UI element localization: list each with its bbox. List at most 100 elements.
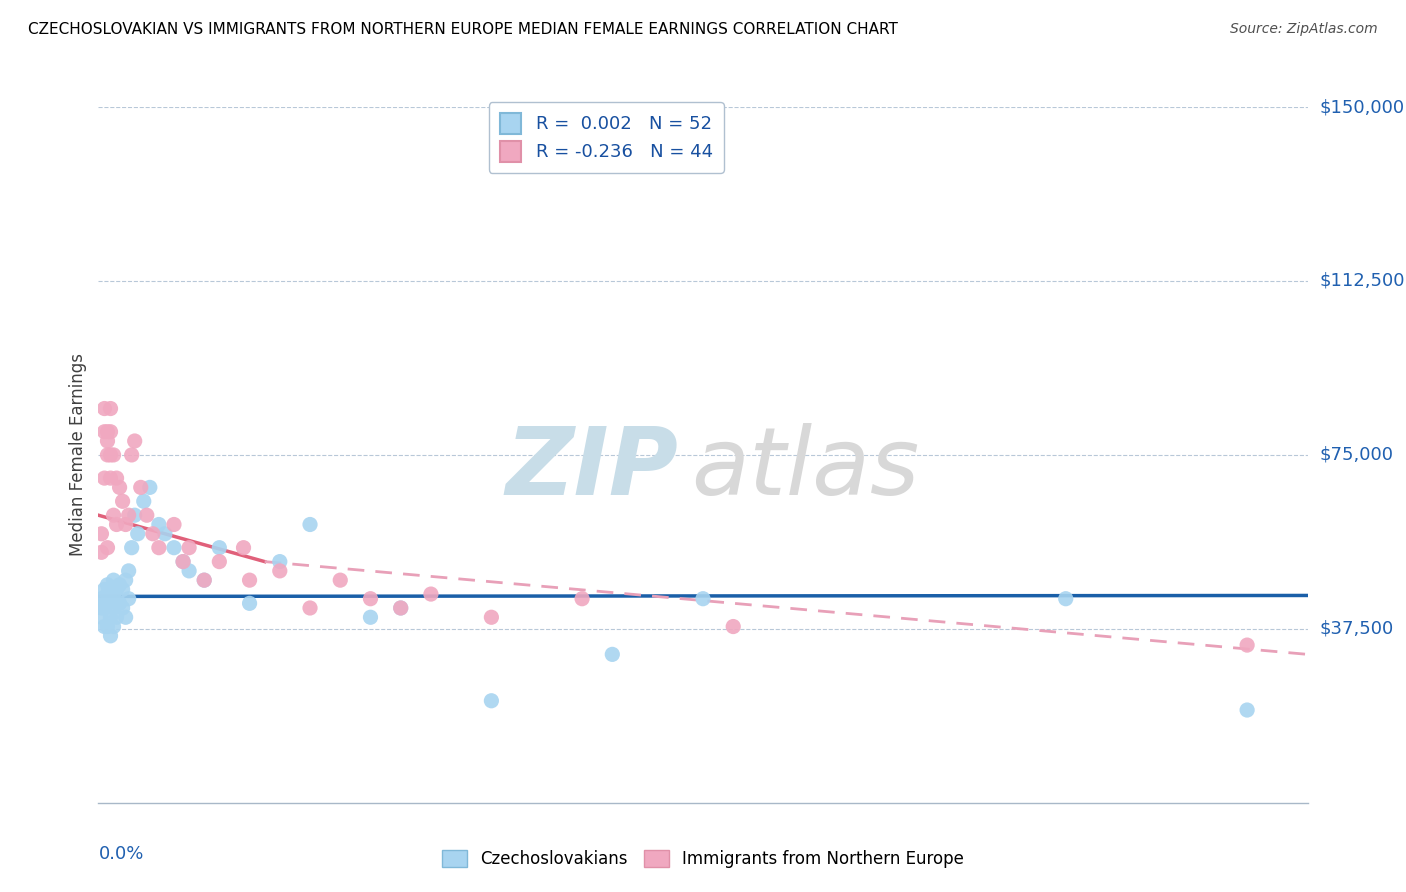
Point <box>193 573 215 587</box>
Point <box>105 596 128 610</box>
Point <box>602 648 624 662</box>
Point <box>299 517 322 532</box>
Point <box>93 591 115 606</box>
Point <box>269 564 291 578</box>
Point <box>100 610 122 624</box>
Text: CZECHOSLOVAKIAN VS IMMIGRANTS FROM NORTHERN EUROPE MEDIAN FEMALE EARNINGS CORREL: CZECHOSLOVAKIAN VS IMMIGRANTS FROM NORTH… <box>28 22 898 37</box>
Point <box>90 601 112 615</box>
Point <box>389 601 412 615</box>
Point <box>239 573 262 587</box>
Point <box>103 619 125 633</box>
Point <box>96 541 118 555</box>
Point <box>96 448 118 462</box>
Point <box>100 582 122 597</box>
Point <box>105 471 128 485</box>
Point <box>571 591 593 606</box>
Legend: Czechoslovakians, Immigrants from Northern Europe: Czechoslovakians, Immigrants from Northe… <box>434 843 972 875</box>
Point <box>329 573 352 587</box>
Point <box>105 582 128 597</box>
Point <box>124 434 146 448</box>
Point <box>103 508 125 523</box>
Point <box>90 526 112 541</box>
Point <box>108 480 131 494</box>
Point <box>103 587 125 601</box>
Point <box>721 619 744 633</box>
Point <box>172 555 194 569</box>
Point <box>177 564 201 578</box>
Point <box>100 401 122 416</box>
Point <box>118 591 141 606</box>
Point <box>148 517 170 532</box>
Point <box>124 508 146 523</box>
Point <box>193 573 215 587</box>
Point <box>118 564 141 578</box>
Point <box>1236 638 1258 652</box>
Point <box>208 541 231 555</box>
Point <box>90 610 112 624</box>
Text: ZIP: ZIP <box>506 423 679 515</box>
Point <box>108 596 131 610</box>
Point <box>114 610 136 624</box>
Point <box>121 541 143 555</box>
Text: atlas: atlas <box>690 424 920 515</box>
Text: 0.0%: 0.0% <box>98 845 143 863</box>
Point <box>100 448 122 462</box>
Text: $112,500: $112,500 <box>1320 272 1405 290</box>
Point <box>139 480 162 494</box>
Point <box>100 591 122 606</box>
Point <box>111 582 134 597</box>
Point <box>105 517 128 532</box>
Point <box>148 541 170 555</box>
Point <box>419 587 441 601</box>
Point <box>208 555 231 569</box>
Point <box>481 694 503 708</box>
Text: $150,000: $150,000 <box>1320 98 1405 116</box>
Point <box>299 601 322 615</box>
Point <box>103 601 125 615</box>
Point <box>90 591 112 606</box>
Point <box>105 610 128 624</box>
Point <box>127 526 149 541</box>
Point <box>103 448 125 462</box>
Point <box>118 508 141 523</box>
Point <box>111 494 134 508</box>
Point <box>142 526 165 541</box>
Point <box>153 526 176 541</box>
Point <box>232 541 254 555</box>
Point <box>100 471 122 485</box>
Point <box>93 619 115 633</box>
Point <box>239 596 262 610</box>
Point <box>96 587 118 601</box>
Point <box>96 425 118 439</box>
Text: $37,500: $37,500 <box>1320 620 1393 638</box>
Point <box>1054 591 1077 606</box>
Point <box>93 401 115 416</box>
Point <box>100 425 122 439</box>
Legend: R =  0.002   N = 52, R = -0.236   N = 44: R = 0.002 N = 52, R = -0.236 N = 44 <box>489 103 724 173</box>
Point <box>93 601 115 615</box>
Point <box>135 508 157 523</box>
Point <box>96 619 118 633</box>
Point <box>177 541 201 555</box>
Point <box>114 517 136 532</box>
Point <box>114 573 136 587</box>
Point <box>481 610 503 624</box>
Point <box>103 573 125 587</box>
Point <box>389 601 412 615</box>
Point <box>96 578 118 592</box>
Point <box>90 545 112 559</box>
Point <box>129 480 152 494</box>
Text: Source: ZipAtlas.com: Source: ZipAtlas.com <box>1230 22 1378 37</box>
Point <box>121 448 143 462</box>
Point <box>93 425 115 439</box>
Point <box>360 610 382 624</box>
Point <box>163 541 186 555</box>
Point <box>100 629 122 643</box>
Point <box>1236 703 1258 717</box>
Point <box>96 434 118 448</box>
Point <box>93 582 115 597</box>
Point <box>269 555 291 569</box>
Point <box>132 494 155 508</box>
Point <box>360 591 382 606</box>
Point <box>108 578 131 592</box>
